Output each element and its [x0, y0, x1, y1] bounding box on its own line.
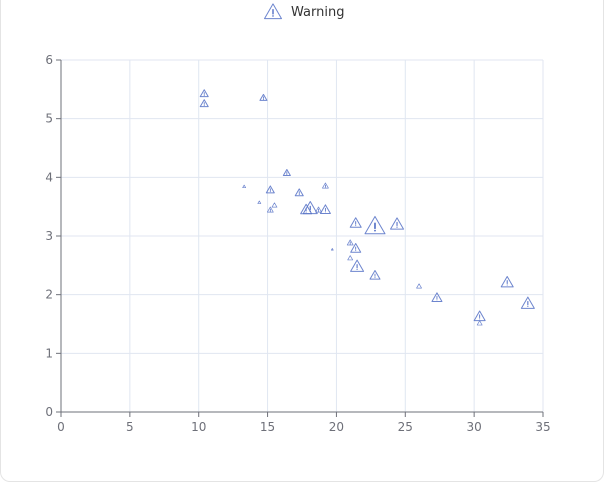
data-point-warning-icon[interactable] — [199, 89, 209, 98]
x-tick-label: 30 — [467, 420, 482, 434]
axes — [56, 59, 544, 417]
tick-labels: 0 5 10 15 20 25 30 35 0 1 2 3 4 5 6 — [45, 53, 550, 434]
legend-warning-symbol — [264, 3, 282, 20]
data-point-warning-icon[interactable] — [199, 99, 209, 108]
data-point-warning-icon[interactable] — [242, 184, 247, 189]
y-tick-label: 5 — [45, 112, 53, 126]
x-tick-label: 0 — [57, 420, 65, 434]
x-tick-label: 35 — [535, 420, 550, 434]
y-tick-label: 1 — [45, 346, 53, 360]
data-point-warning-icon[interactable] — [346, 239, 354, 246]
x-tick-label: 10 — [191, 420, 206, 434]
data-point-warning-icon[interactable] — [431, 292, 443, 302]
data-point-warning-icon[interactable] — [520, 296, 535, 309]
data-point-warning-icon[interactable] — [257, 200, 262, 204]
data-point-warning-icon[interactable] — [330, 248, 334, 251]
data-point-warning-icon[interactable] — [322, 182, 329, 189]
data-point-warning-icon[interactable] — [259, 93, 268, 101]
data-point-warning-icon[interactable] — [266, 206, 274, 213]
legend-label[interactable]: Warning — [291, 5, 344, 20]
data-point-warning-icon[interactable] — [265, 185, 275, 194]
data-point-warning-icon[interactable] — [271, 202, 278, 208]
data-point-warning-icon[interactable] — [294, 188, 304, 197]
data-point-warning-icon[interactable] — [350, 243, 362, 253]
y-tick-label: 3 — [45, 229, 53, 243]
data-point-warning-icon[interactable] — [315, 206, 322, 213]
data-point-warning-icon[interactable] — [369, 270, 381, 280]
x-tick-label: 25 — [398, 420, 413, 434]
data-point-warning-icon[interactable] — [302, 200, 318, 215]
grid-lines — [61, 59, 544, 412]
y-tick-label: 2 — [45, 288, 53, 302]
data-point-warning-icon[interactable] — [347, 255, 354, 261]
data-points — [199, 89, 535, 326]
data-point-warning-icon[interactable] — [282, 168, 291, 177]
data-point-warning-icon[interactable] — [416, 283, 422, 289]
data-point-warning-icon[interactable] — [319, 204, 331, 214]
y-tick-label: 6 — [45, 53, 53, 67]
x-tick-label: 20 — [329, 420, 344, 434]
y-tick-label: 0 — [45, 405, 53, 419]
x-tick-label: 5 — [126, 420, 134, 434]
data-point-warning-icon[interactable] — [500, 275, 514, 288]
legend-warning-icon[interactable] — [264, 3, 282, 20]
data-point-warning-icon[interactable] — [473, 310, 486, 322]
legend[interactable]: Warning — [264, 3, 345, 20]
data-point-warning-icon[interactable] — [476, 320, 483, 326]
data-point-warning-icon[interactable] — [349, 217, 362, 228]
y-tick-label: 4 — [45, 170, 53, 184]
x-tick-label: 15 — [260, 420, 275, 434]
data-point-warning-icon[interactable] — [390, 217, 405, 230]
data-point-warning-icon[interactable] — [364, 215, 386, 235]
data-point-warning-icon[interactable] — [350, 259, 365, 272]
